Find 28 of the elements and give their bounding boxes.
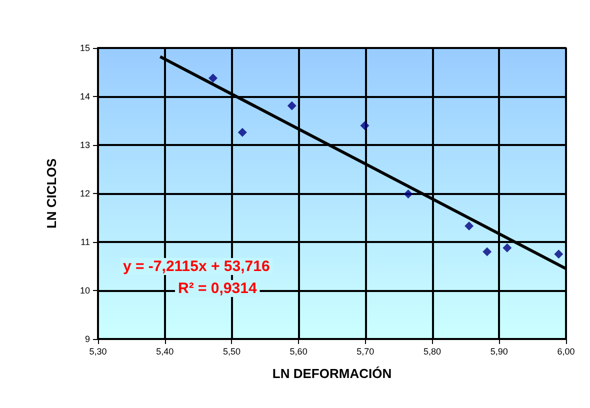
point <box>360 121 370 130</box>
point <box>464 221 474 230</box>
y-axis-title: LN CICLOS <box>44 158 59 229</box>
x-tick-label: 5,30 <box>89 346 107 356</box>
y-tick-label: 14 <box>80 92 90 102</box>
point <box>404 189 413 198</box>
y-tick-label: 13 <box>80 140 90 150</box>
y-tick-label: 15 <box>80 43 90 53</box>
point <box>208 74 218 83</box>
annotation: y = -7,2115x + 53,716 <box>123 258 270 275</box>
x-tick-label: 5,80 <box>424 346 442 356</box>
y-tick-label: 11 <box>80 237 90 247</box>
y-tick-label: 9 <box>84 334 90 344</box>
x-axis-title: LN DEFORMACIÓN <box>272 366 392 381</box>
point <box>287 101 296 110</box>
y-tick-label: 12 <box>80 188 90 198</box>
x-tick-label: 5,70 <box>356 346 374 356</box>
point <box>482 247 492 256</box>
x-tick-label: 5,40 <box>156 346 174 356</box>
point <box>502 243 512 252</box>
point <box>554 250 564 259</box>
x-tick-label: 5,90 <box>490 346 508 356</box>
annotation: R² = 0,9314 <box>178 280 258 297</box>
point <box>238 128 247 137</box>
x-tick-label: 6,00 <box>557 346 575 356</box>
x-tick-label: 5,60 <box>290 346 308 356</box>
y-tick-label: 10 <box>80 286 90 296</box>
x-tick-label: 5,50 <box>222 346 240 356</box>
